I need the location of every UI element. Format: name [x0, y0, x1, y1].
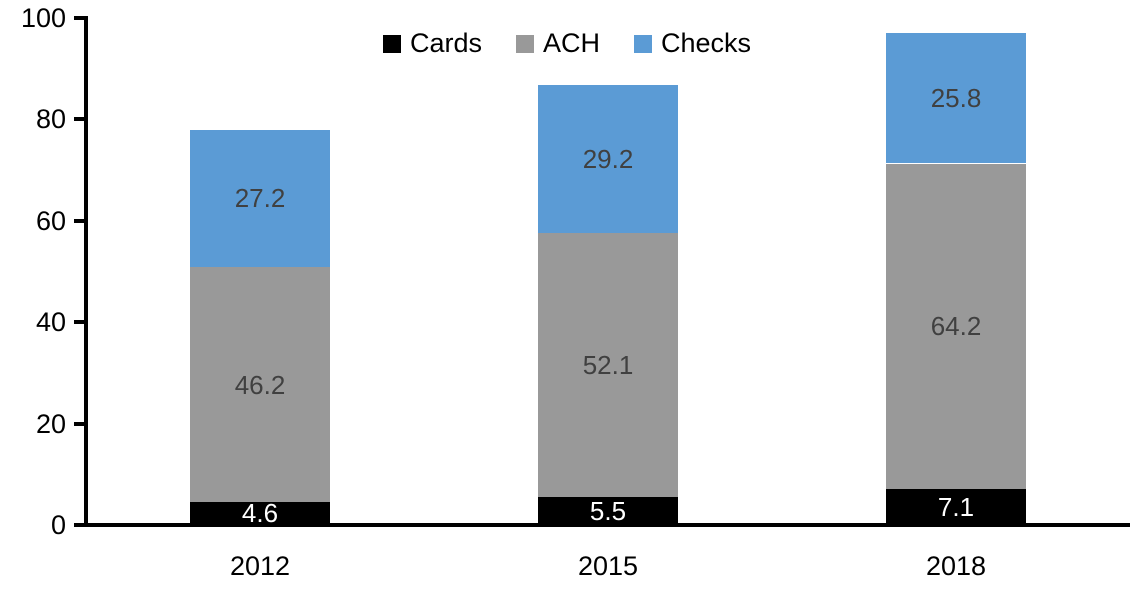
y-axis	[84, 16, 88, 527]
y-tick-mark-20	[74, 421, 86, 426]
y-tick-label-100: 100	[20, 3, 66, 33]
bar-label-checks-2018: 25.8	[930, 83, 982, 114]
y-tick-label-80: 80	[35, 104, 66, 135]
y-tick-label-20: 20	[35, 408, 66, 439]
bar-label-checks-2012: 27.2	[234, 183, 286, 214]
bar-label-ach-2018: 64.2	[930, 311, 982, 342]
x-axis-label-2012: 2012	[229, 551, 291, 581]
bar-segment-cards-2012: 4.6	[190, 498, 330, 529]
legend-label-cards: Cards	[409, 28, 482, 58]
x-axis-label-2018: 2018	[925, 551, 987, 581]
y-tick-label-60: 60	[35, 205, 66, 236]
y-tick-mark-0	[74, 523, 86, 527]
bar-segment-cards-2018: 7.1	[886, 489, 1026, 525]
legend-label-ach: ACH	[542, 28, 600, 58]
y-tick-mark-40	[74, 320, 86, 325]
y-tick-label-40: 40	[35, 307, 66, 338]
bar-label-cards-2015: 5.5	[589, 496, 627, 527]
legend-label-checks: Checks	[661, 28, 752, 58]
y-tick-mark-100	[74, 16, 86, 20]
legend-swatch-cards-icon	[382, 34, 401, 53]
bar-label-ach-2015: 52.1	[582, 350, 634, 381]
bar-segment-checks-2018: 25.8	[886, 32, 1026, 164]
bar-segment-ach-2015: 52.1	[538, 232, 678, 498]
bar-segment-ach-2018: 64.2	[886, 163, 1026, 489]
bar-segment-checks-2012: 27.2	[190, 129, 330, 268]
bar-label-cards-2012: 4.6	[241, 498, 279, 529]
legend-swatch-checks-icon	[634, 34, 652, 53]
y-tick-label-0: 0	[50, 510, 66, 540]
x-axis	[84, 523, 1130, 527]
legend-item-cards: Cards	[382, 28, 482, 58]
legend-swatch-ach-icon	[515, 34, 534, 53]
legend-item-ach: ACH	[515, 28, 600, 58]
bar-label-checks-2015: 29.2	[582, 143, 634, 174]
chart-legend: Cards ACH Checks	[0, 30, 1134, 57]
bar-segment-checks-2015: 29.2	[538, 84, 678, 233]
bar-segment-ach-2012: 46.2	[190, 267, 330, 502]
y-tick-mark-60	[74, 218, 86, 223]
bar-label-ach-2012: 46.2	[234, 369, 286, 400]
y-tick-mark-80	[74, 117, 86, 122]
bar-segment-cards-2015: 5.5	[538, 497, 678, 525]
bar-label-cards-2018: 7.1	[937, 491, 975, 522]
legend-item-checks: Checks	[634, 30, 751, 57]
x-axis-label-2015: 2015	[577, 551, 639, 581]
